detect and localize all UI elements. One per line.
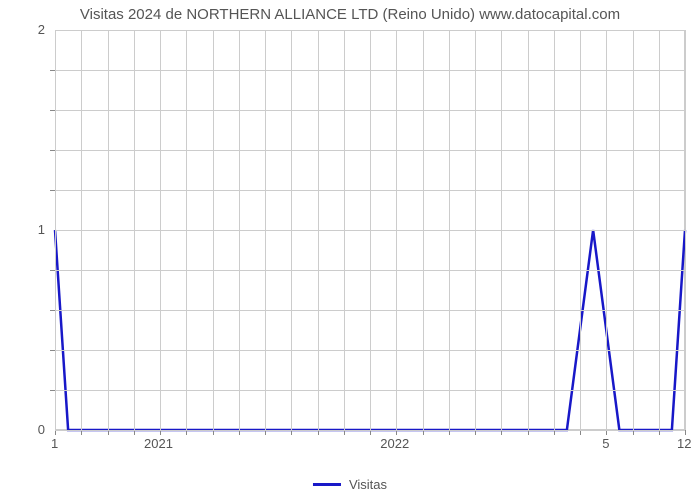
grid-v [55,30,56,430]
grid-v [396,30,397,430]
x-tick-label: 2021 [144,436,173,451]
grid-v [81,30,82,430]
grid-v [265,30,266,430]
grid-v [449,30,450,430]
y-tick-label: 0 [38,422,45,437]
grid-v [528,30,529,430]
grid-v [423,30,424,430]
x-tick-label: 1 [51,436,58,451]
grid-v [501,30,502,430]
grid-v [213,30,214,430]
grid-v [108,30,109,430]
legend-label: Visitas [349,477,387,492]
grid-v [659,30,660,430]
grid-v [160,30,161,430]
x-tick-label: 12 [677,436,691,451]
grid-v [186,30,187,430]
grid-v [134,30,135,430]
grid-v [370,30,371,430]
x-tick-label: 2022 [380,436,409,451]
grid-v [318,30,319,430]
grid-v [580,30,581,430]
grid-h [55,430,685,431]
grid-v [685,30,686,430]
y-tick-label: 1 [38,222,45,237]
grid-v [633,30,634,430]
grid-v [606,30,607,430]
chart-container: Visitas 2024 de NORTHERN ALLIANCE LTD (R… [0,0,700,500]
x-tick-label: 5 [602,436,609,451]
grid-v [291,30,292,430]
legend: Visitas [313,477,387,492]
grid-v [475,30,476,430]
grid-v [344,30,345,430]
legend-swatch [313,483,341,486]
x-minor-tick [685,430,686,435]
series-line [0,0,700,500]
grid-v [554,30,555,430]
y-tick-label: 2 [38,22,45,37]
grid-v [239,30,240,430]
